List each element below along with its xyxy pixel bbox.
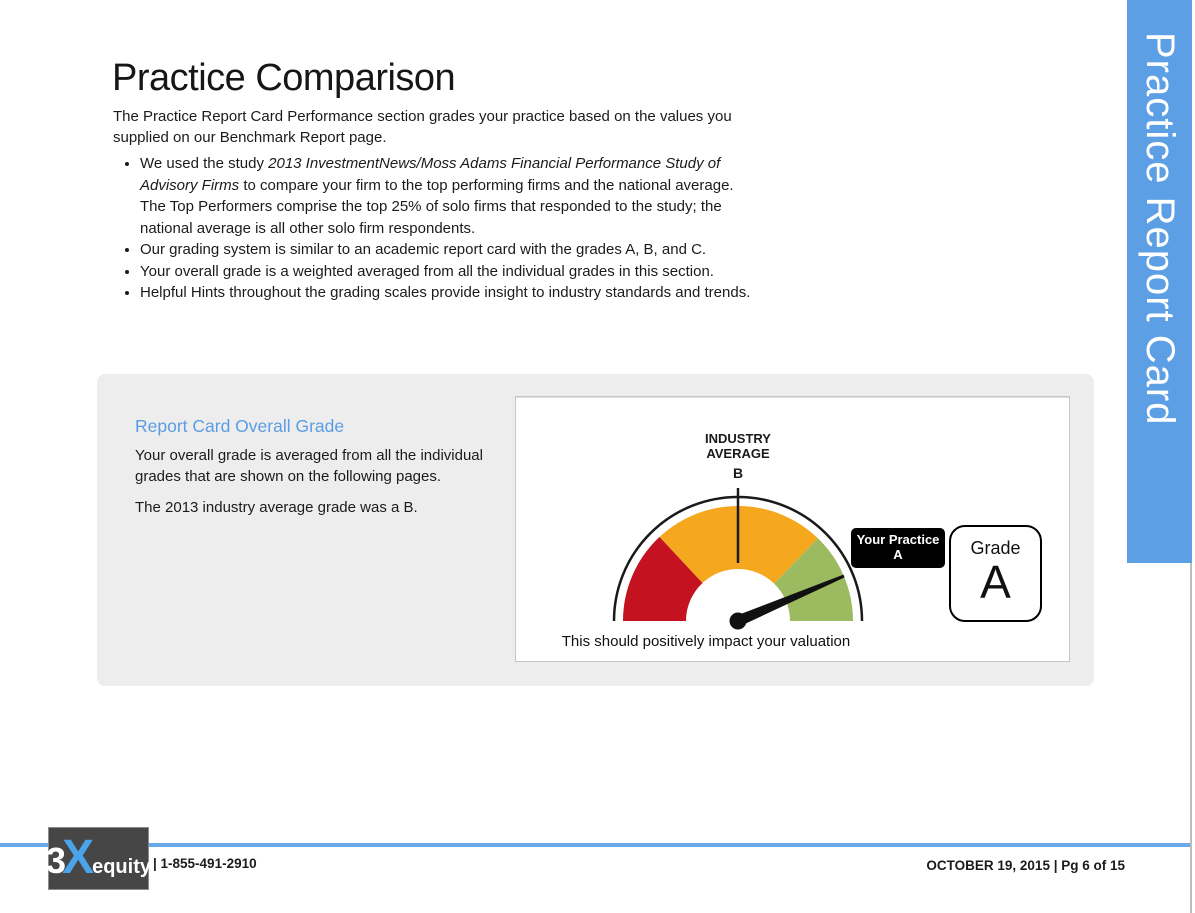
sidebar-label: Practice Report Card bbox=[1138, 32, 1182, 426]
bullet-item: Helpful Hints throughout the grading sca… bbox=[140, 282, 758, 304]
logo-x: X bbox=[62, 831, 95, 884]
gauge-needle-hub bbox=[729, 612, 747, 630]
intro-text: The Practice Report Card Performance sec… bbox=[113, 108, 732, 146]
gauge-segment-c bbox=[623, 536, 703, 621]
card-body-text: The 2013 industry average grade was a B. bbox=[135, 499, 418, 516]
footer-divider bbox=[0, 843, 1190, 847]
industry-average-grade: B bbox=[732, 465, 744, 481]
bullet-list: We used the study 2013 InvestmentNews/Mo… bbox=[120, 153, 758, 304]
industry-average-label: INDUSTRY AVERAGE bbox=[705, 431, 771, 461]
page-title: Practice Comparison bbox=[112, 57, 456, 99]
gauge-needle bbox=[735, 574, 845, 627]
footer-date-page: OCTOBER 19, 2015 | Pg 6 of 15 bbox=[926, 858, 1125, 873]
logo-3: 3 bbox=[46, 840, 67, 881]
sidebar-tab: Practice Report Card bbox=[1127, 0, 1192, 563]
gauge-panel: INDUSTRY AVERAGE B Your Practice A Grade… bbox=[515, 396, 1070, 662]
grade-box: Grade A bbox=[949, 525, 1042, 622]
bullet-item: Your overall grade is a weighted average… bbox=[140, 261, 758, 283]
logo-equity: equity bbox=[92, 856, 151, 878]
grade-box-value: A bbox=[980, 556, 1011, 608]
bullet-item: We used the study 2013 InvestmentNews/Mo… bbox=[140, 153, 758, 239]
card-heading: Report Card Overall Grade bbox=[135, 416, 345, 436]
grade-box-label: Grade bbox=[970, 538, 1021, 558]
gauge-caption: This should positively impact your valua… bbox=[561, 633, 851, 650]
study-title-italic: 2013 InvestmentNews/Moss Adams Financial… bbox=[140, 155, 721, 194]
bullet-item: Our grading system is similar to an acad… bbox=[140, 239, 758, 261]
phone-number: | 1-855-491-2910 bbox=[153, 856, 257, 871]
card-body-text: Your overall grade is averaged from all … bbox=[135, 447, 483, 485]
your-practice-badge: Your Practice A bbox=[851, 528, 945, 568]
gauge-chart bbox=[612, 488, 864, 630]
